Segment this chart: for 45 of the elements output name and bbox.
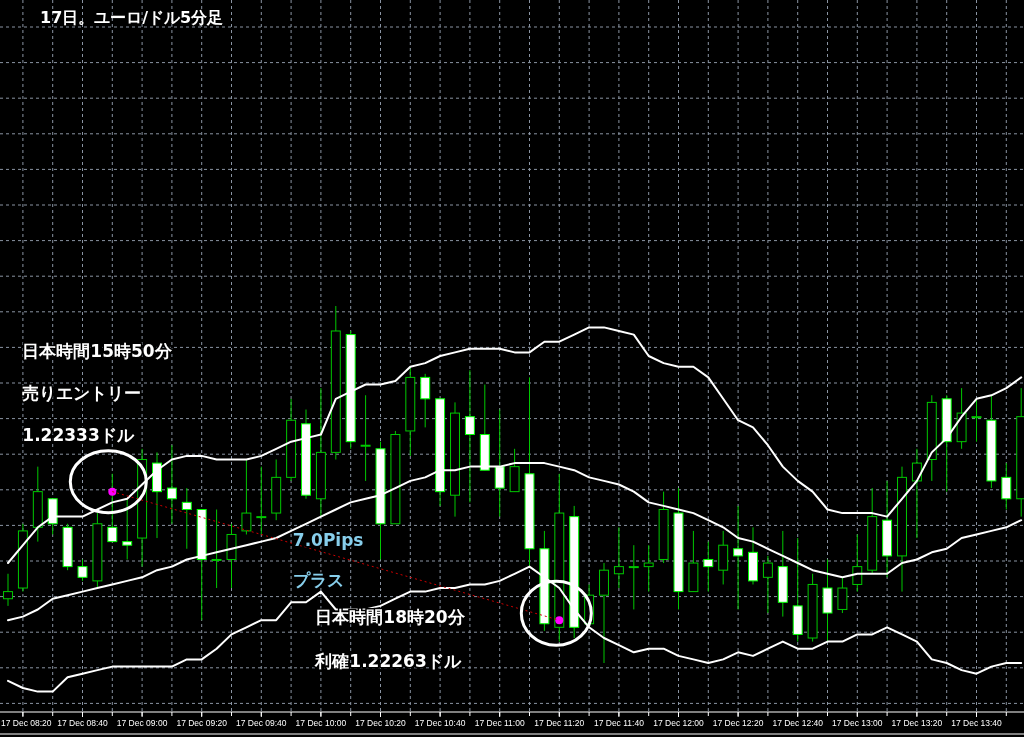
candlestick	[166, 444, 177, 525]
x-tick-label: 17 Dec 08:40	[57, 718, 109, 728]
annotation: 利確1.22263ドル	[314, 651, 462, 672]
x-tick-label: 17 Dec 10:40	[414, 718, 466, 728]
annotation: 7.0Pips	[292, 529, 364, 550]
candlestick	[733, 505, 744, 610]
x-tick-label: 17 Dec 11:00	[474, 718, 525, 728]
x-tick-label: 17 Dec 12:20	[712, 718, 764, 728]
candlestick	[911, 448, 922, 539]
annotation: 売りエントリー	[22, 382, 142, 403]
candlestick	[762, 555, 773, 614]
candlestick	[613, 526, 624, 589]
x-tick-label: 17 Dec 10:20	[355, 718, 407, 728]
x-tick-label: 17 Dec 09:00	[116, 718, 168, 728]
x-tick-label: 17 Dec 09:20	[176, 718, 228, 728]
x-tick-label: 17 Dec 11:40	[593, 718, 645, 728]
x-tick-label: 17 Dec 12:40	[772, 718, 824, 728]
candlestick	[643, 544, 654, 593]
annotation: プラス	[292, 569, 344, 590]
candlestick	[852, 533, 863, 593]
candlestick	[1001, 462, 1012, 510]
x-tick-label: 17 Dec 13:20	[891, 718, 943, 728]
x-tick-label: 17 Dec 13:00	[832, 718, 883, 728]
candlestick	[256, 466, 267, 535]
candlestick	[628, 544, 639, 610]
candlestick	[360, 394, 371, 482]
annotation: 日本時間15時50分	[22, 340, 173, 361]
x-tick-label: 17 Dec 13:40	[951, 718, 1003, 728]
candlestick	[181, 487, 192, 550]
x-tick-label: 17 Dec 12:00	[653, 718, 705, 728]
x-tick-label: 17 Dec 11:20	[534, 718, 585, 728]
candlestick	[837, 576, 848, 614]
annotation: 日本時間18時20分	[315, 607, 466, 628]
candlestick	[703, 541, 714, 593]
annotation: 1.22333ドル	[22, 424, 135, 445]
candlestick	[3, 573, 13, 607]
chart-title: 17日。ユーロ/ドル5分足	[40, 8, 224, 27]
x-tick-label: 17 Dec 10:00	[295, 718, 347, 728]
candlestick	[241, 459, 252, 535]
x-tick-label: 17 Dec 08:20	[1, 718, 52, 728]
x-tick-label: 17 Dec 09:40	[236, 718, 287, 728]
candlestick	[971, 398, 982, 443]
candlestick	[211, 508, 222, 589]
candlestick	[77, 558, 88, 582]
candlestick	[420, 373, 431, 428]
